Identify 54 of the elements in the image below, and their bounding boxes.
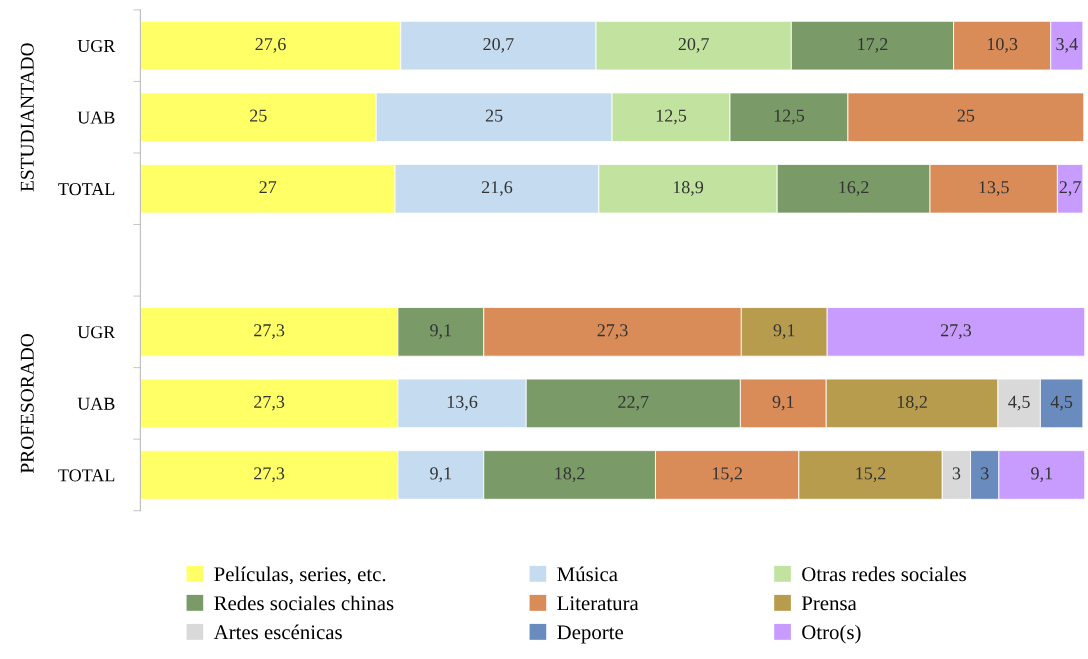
data-label: 20,7	[483, 37, 514, 53]
data-label: 27,3	[254, 324, 285, 339]
legend-label: Artes escénicas	[213, 624, 342, 640]
data-label: 3,4	[1056, 38, 1078, 53]
y-tick-label: UGR	[77, 39, 116, 53]
data-label: 27,3	[254, 467, 285, 483]
data-label: 22,7	[618, 395, 649, 411]
data-label: 18,2	[555, 467, 585, 483]
legend-label: Deporte	[557, 625, 624, 644]
data-label: 15,2	[712, 467, 742, 483]
y-tick-label: UAB	[77, 111, 115, 124]
y-tick-label: TOTAL	[58, 183, 115, 196]
data-label: 13,6	[447, 395, 478, 411]
data-label: 9,1	[430, 467, 452, 483]
data-label: 27,3	[597, 324, 628, 339]
data-label: 27,6	[255, 38, 286, 53]
data-label: 27	[259, 181, 277, 194]
data-label: 25	[485, 109, 503, 122]
data-label: 25	[957, 109, 975, 122]
data-label: 10,3	[987, 37, 1018, 53]
data-label: 3	[981, 467, 989, 480]
y-tick-label: TOTAL	[58, 469, 115, 482]
data-label: 9,1	[1031, 467, 1053, 483]
data-label: 16,2	[839, 181, 869, 196]
data-label: 13,5	[979, 181, 1009, 196]
data-label: 27,3	[254, 395, 285, 411]
data-label: 4,5	[1050, 395, 1073, 411]
data-label: 25	[250, 109, 267, 122]
y-tick-label: UAB	[77, 397, 115, 410]
y-tick-label: UGR	[77, 326, 116, 339]
legend-label: Otro(s)	[802, 624, 861, 644]
legend-label: Películas, series, etc.	[214, 566, 386, 585]
legend-label: Redes sociales chinas	[214, 595, 394, 611]
text: ESTUDIANTADO	[20, 43, 34, 192]
data-label: 9,1	[772, 395, 794, 411]
data-label: 15,2	[856, 467, 886, 483]
data-label: 18,9	[673, 181, 704, 196]
text: PROFESORADO	[20, 333, 34, 474]
data-label: 9,1	[773, 324, 795, 339]
legend-label: Prensa	[801, 596, 857, 611]
data-label: 12,5	[656, 109, 687, 125]
legend-label: Otras redes sociales	[802, 566, 966, 582]
legend-label: Literatura	[557, 596, 639, 611]
data-label: 18,2	[897, 395, 927, 411]
legend-label: Música	[557, 566, 618, 582]
data-label: 27,3	[940, 324, 972, 339]
data-label: 4,5	[1008, 395, 1030, 411]
data-label: 20,7	[678, 37, 709, 53]
data-label: 21,6	[481, 181, 513, 196]
data-label: 2,7	[1059, 181, 1081, 196]
data-label: 17,2	[858, 38, 888, 53]
data-label: 9,1	[430, 324, 452, 339]
data-label: 12,5	[774, 109, 805, 125]
data-label: 3	[952, 467, 961, 480]
